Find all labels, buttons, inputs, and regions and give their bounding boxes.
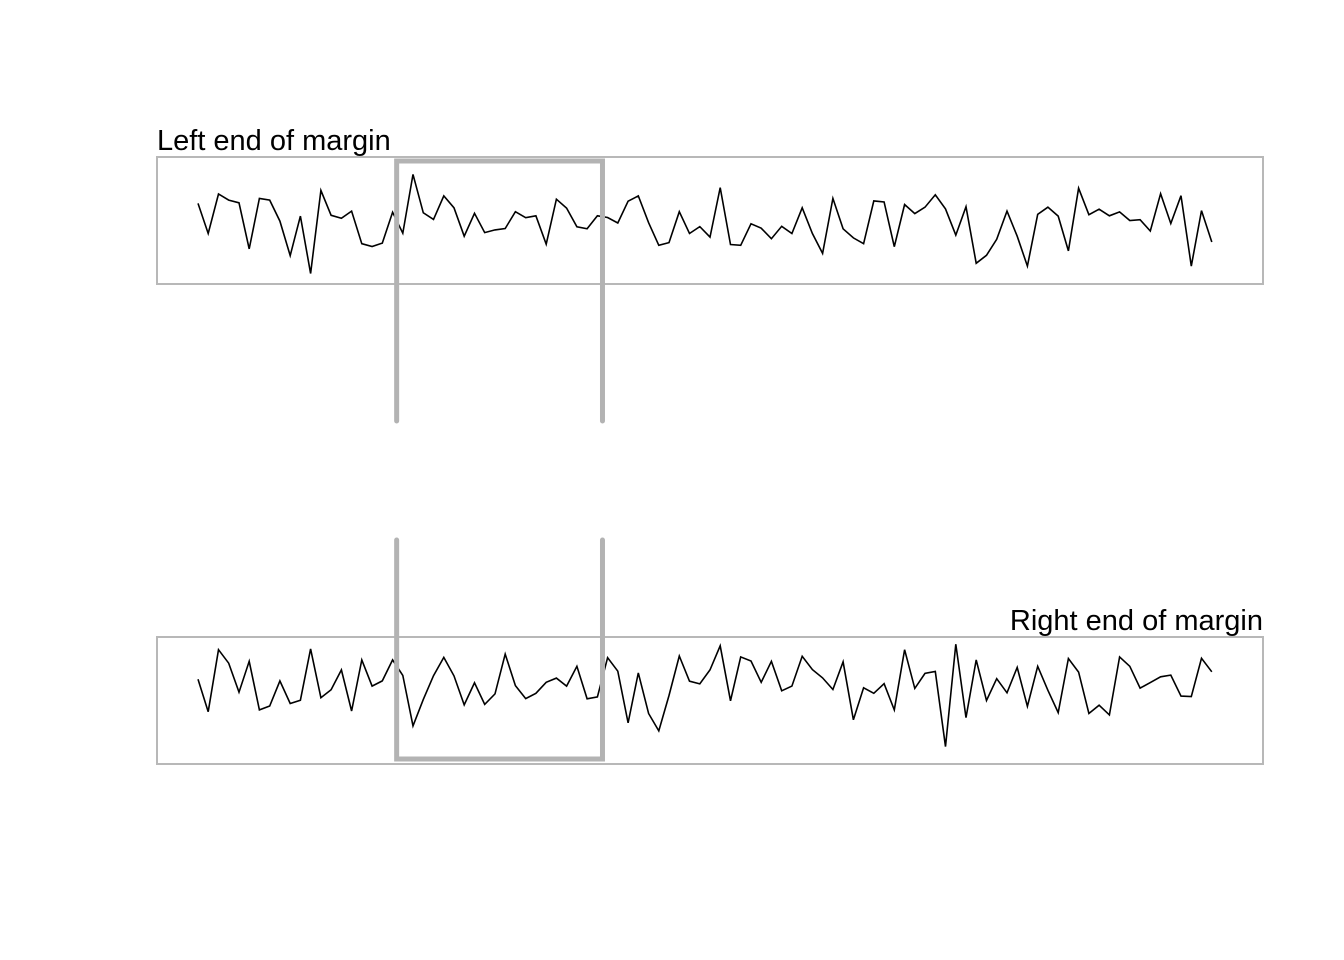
bottom-panel: Right end of margin [156,605,1264,765]
top-panel: Left end of margin [156,125,1264,285]
zoom-bracket-bottom [394,537,605,762]
top-panel-series [197,174,1213,274]
bottom-panel-frame [156,636,1264,765]
bottom-panel-title: Right end of margin [1010,605,1263,637]
bottom-series-line [197,643,1213,747]
top-panel-title: Left end of margin [157,125,391,157]
top-series-line [197,174,1213,274]
bottom-panel-series [197,643,1213,747]
zoom-highlight [394,158,605,762]
top-panel-frame [156,156,1264,285]
zoom-bracket-top [394,158,605,424]
